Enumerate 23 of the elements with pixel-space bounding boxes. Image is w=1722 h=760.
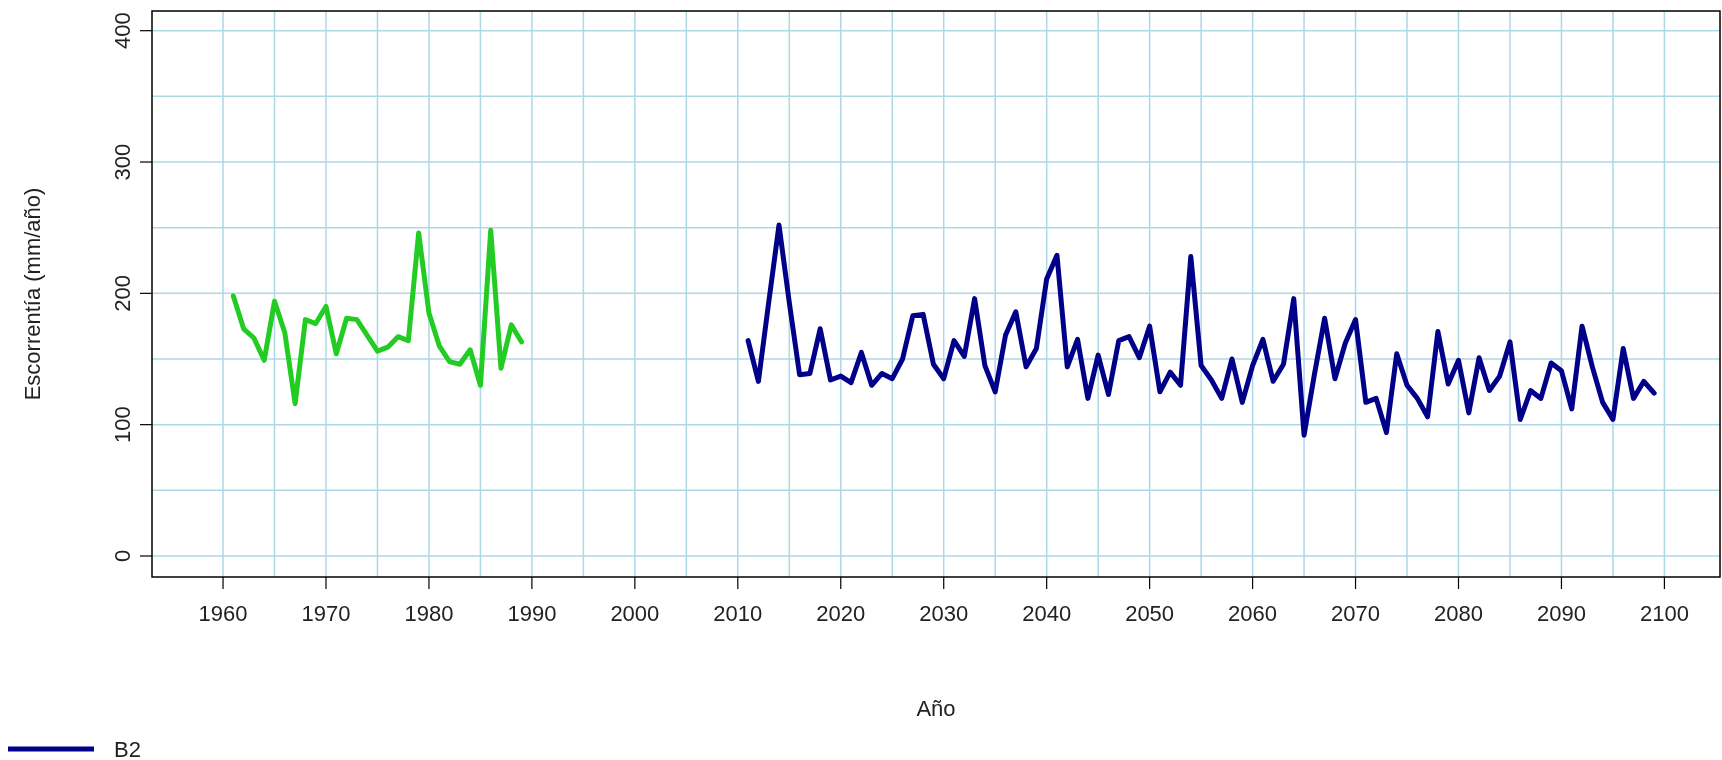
y-tick-label: 300 <box>110 143 135 181</box>
x-tick-label: 2020 <box>816 601 866 626</box>
x-tick-label: 2050 <box>1125 601 1175 626</box>
x-tick-label: 2040 <box>1022 601 1072 626</box>
x-axis-title: Año <box>916 696 956 721</box>
x-tick-label: 1980 <box>404 601 454 626</box>
x-tick-label: 1970 <box>301 601 351 626</box>
x-tick-label: 2080 <box>1434 601 1483 626</box>
legend-label: B2 <box>114 737 141 760</box>
y-axis-title: Escorrentía (mm/año) <box>20 187 45 401</box>
x-tick-label: 2100 <box>1639 601 1689 626</box>
x-tick-label: 2010 <box>713 601 763 626</box>
y-tick-label: 200 <box>110 274 135 312</box>
x-tick-label: 2090 <box>1536 601 1586 626</box>
x-tick-label: 2030 <box>919 601 969 626</box>
x-tick-label: 1990 <box>507 601 557 626</box>
x-tick-label: 1960 <box>198 601 248 626</box>
x-tick-label: 2070 <box>1331 601 1381 626</box>
y-tick-label: 0 <box>110 549 135 563</box>
x-tick-label: 2060 <box>1228 601 1278 626</box>
y-tick-label: 400 <box>110 12 135 50</box>
y-tick-label: 100 <box>110 406 135 444</box>
x-tick-label: 2000 <box>610 601 660 626</box>
